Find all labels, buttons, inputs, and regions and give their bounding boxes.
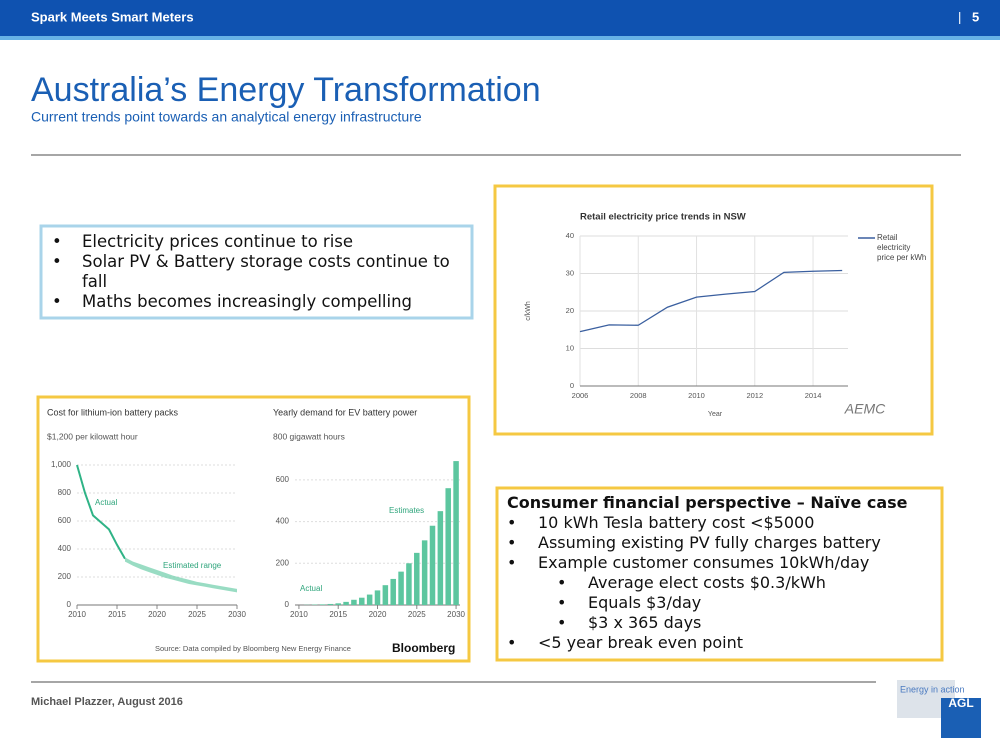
slide-title: Australia’s Energy Transformation xyxy=(31,71,541,109)
y-tick-label: 600 xyxy=(276,475,290,484)
x-tick-label: 2025 xyxy=(188,610,206,619)
chart-box xyxy=(36,395,471,663)
brand: Bloomberg xyxy=(392,641,455,655)
x-tick-label: 2012 xyxy=(746,391,763,400)
x-tick-label: 2015 xyxy=(108,610,126,619)
consumer-item: Assuming existing PV fully charges batte… xyxy=(507,533,937,553)
bar xyxy=(453,461,459,605)
bar xyxy=(414,552,420,605)
x-tick-label: 2030 xyxy=(228,610,246,619)
x-tick-label: 2020 xyxy=(369,610,387,619)
consumer-list: 10 kWh Tesla battery cost <$5000Assuming… xyxy=(507,513,937,653)
annotation: Actual xyxy=(95,498,117,507)
y-tick-label: 800 xyxy=(58,488,72,497)
bar xyxy=(327,603,334,605)
bullet: Solar PV & Battery storage costs continu… xyxy=(52,252,462,292)
y-tick-label: 200 xyxy=(276,558,290,567)
y-tick-label: 0 xyxy=(285,600,290,609)
consumer-heading: Consumer financial perspective – Naïve c… xyxy=(507,493,908,512)
bar xyxy=(429,525,436,605)
header-title: Spark Meets Smart Meters xyxy=(31,9,194,24)
annotation: Actual xyxy=(300,584,322,593)
range-area xyxy=(125,557,237,593)
x-tick-label: 2020 xyxy=(148,610,166,619)
logo-text: Energy in action xyxy=(900,684,965,694)
x-tick-label: 2010 xyxy=(68,610,86,619)
source: AEMC xyxy=(844,401,886,417)
bar xyxy=(335,603,341,605)
x-tick-label: 2010 xyxy=(290,610,308,619)
bar xyxy=(343,601,349,605)
y-tick-label: 20 xyxy=(566,306,574,315)
header-bar xyxy=(0,0,1000,36)
y-tick-label: 0 xyxy=(570,381,574,390)
y-tick-label: 10 xyxy=(566,343,574,352)
footer: Michael Plazzer, August 2016 xyxy=(31,696,183,708)
y-tick-label: 40 xyxy=(566,231,574,240)
y-tick-label: 0 xyxy=(67,600,72,609)
slide-subtitle: Current trends point towards an analytic… xyxy=(31,109,422,125)
agl-logo xyxy=(941,698,981,738)
x-tick-label: 2008 xyxy=(630,391,647,400)
bar xyxy=(374,590,381,605)
page-number: 5 xyxy=(972,9,979,24)
x-tick-label: 2030 xyxy=(447,610,465,619)
bar xyxy=(445,488,451,605)
source-note: Source: Data compiled by Bloomberg New E… xyxy=(155,644,351,653)
bar xyxy=(382,585,389,605)
bar xyxy=(319,604,326,605)
consumer-text: Consumer financial perspective – Naïve c… xyxy=(507,493,937,653)
bullet-box xyxy=(39,224,474,320)
chart-subtitle: 800 gigawatt hours xyxy=(273,431,345,441)
chart-title: Cost for lithium-ion battery packs xyxy=(47,407,179,417)
bar xyxy=(366,594,373,605)
bullet-list: Electricity prices continue to riseSolar… xyxy=(52,232,462,312)
consumer-item: 10 kWh Tesla battery cost <$5000 xyxy=(507,513,937,533)
y-tick-label: 30 xyxy=(566,268,574,277)
legend-text: Retail electricity price per kWh xyxy=(877,233,927,262)
line xyxy=(76,464,126,560)
bullet: Electricity prices continue to rise xyxy=(52,232,462,252)
header-sep: | xyxy=(958,9,961,24)
bar xyxy=(398,571,404,605)
y-axis-label: c/kWh xyxy=(525,301,532,321)
agl-text: AGL xyxy=(948,696,973,710)
y-tick-label: 400 xyxy=(276,517,290,526)
bar xyxy=(406,563,412,605)
line xyxy=(579,269,843,333)
bar xyxy=(437,511,444,605)
bar xyxy=(351,599,357,605)
consumer-box xyxy=(495,486,944,662)
bar xyxy=(359,597,365,605)
y-tick-label: 400 xyxy=(58,544,72,553)
bullet: Maths becomes increasingly compelling xyxy=(52,292,462,312)
annotation: Estimated range xyxy=(163,561,222,570)
consumer-item: <5 year break even point xyxy=(507,633,937,653)
chart-subtitle: $1,200 per kilowatt hour xyxy=(47,431,138,441)
annotation: Estimates xyxy=(389,506,424,515)
x-tick-label: 2015 xyxy=(329,610,347,619)
bar xyxy=(390,578,396,605)
bar xyxy=(421,540,428,605)
y-tick-label: 600 xyxy=(58,516,72,525)
legend: Retail electricity price per kWh xyxy=(877,233,927,262)
consumer-item: $3 x 365 days xyxy=(507,613,937,633)
consumer-item: Example customer consumes 10kWh/day xyxy=(507,553,937,573)
x-tick-label: 2006 xyxy=(572,391,589,400)
header-strip xyxy=(0,36,1000,40)
y-tick-label: 200 xyxy=(58,572,72,581)
consumer-item: Average elect costs $0.3/kWh xyxy=(507,573,937,593)
chart-title: Retail electricity price trends in NSW xyxy=(580,212,746,223)
consumer-item: Equals $3/day xyxy=(507,593,937,613)
x-tick-label: 2025 xyxy=(408,610,426,619)
x-axis-label: Year xyxy=(708,411,723,418)
chart-title: Yearly demand for EV battery power xyxy=(273,407,417,417)
x-tick-label: 2014 xyxy=(805,391,822,400)
x-tick-label: 2010 xyxy=(688,391,705,400)
y-tick-label: 1,000 xyxy=(51,460,72,469)
chart-box xyxy=(493,184,934,436)
